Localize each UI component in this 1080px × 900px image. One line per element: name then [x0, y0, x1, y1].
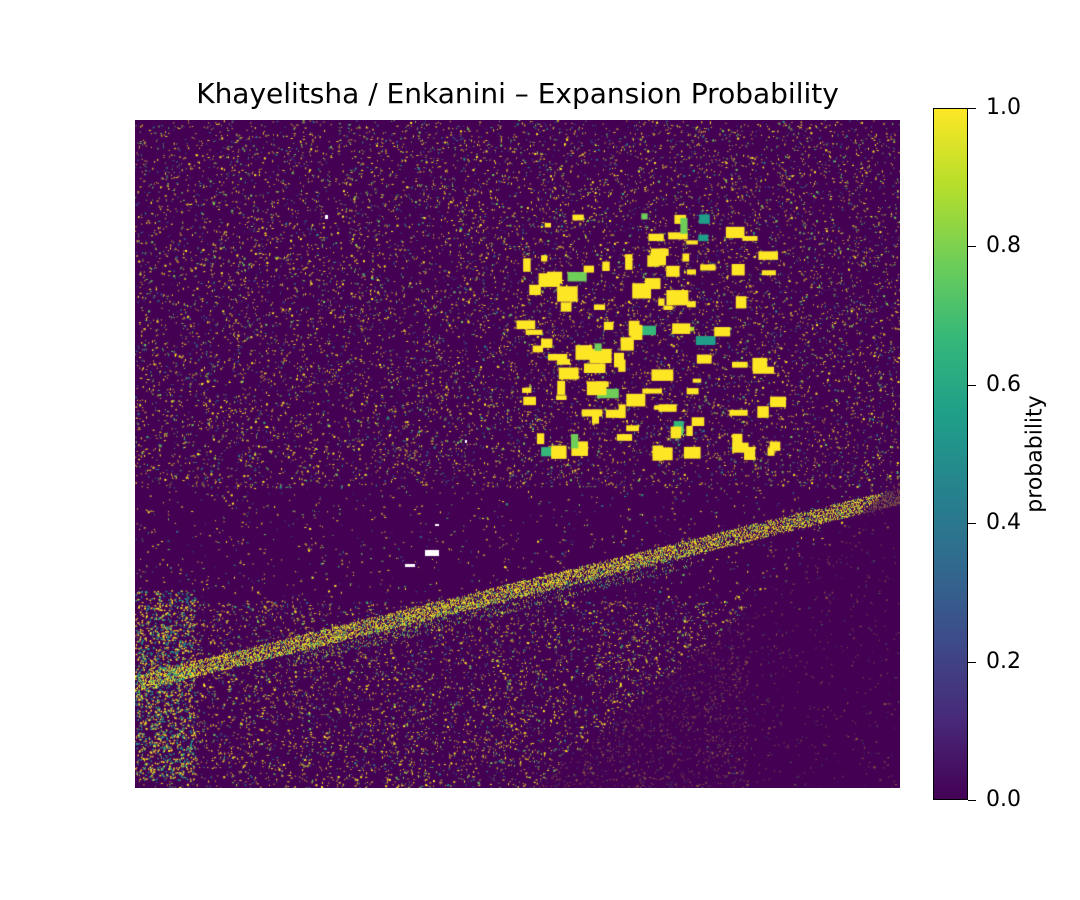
probability-raster [135, 120, 900, 788]
colorbar-tick-label: 0.4 [986, 510, 1021, 535]
colorbar-tick-label: 0.0 [986, 787, 1021, 812]
colorbar-tick [968, 800, 976, 801]
colorbar-tick [968, 246, 976, 247]
colorbar-tick [968, 662, 976, 663]
map-title: Khayelitsha / Enkanini – Expansion Proba… [196, 77, 839, 110]
colorbar-tick-label: 0.8 [986, 233, 1021, 258]
colorbar-tick-label: 1.0 [986, 95, 1021, 120]
colorbar-label: probability [1022, 395, 1048, 513]
colorbar-tick-label: 0.6 [986, 372, 1021, 397]
colorbar-tick [968, 108, 976, 109]
colorbar-tick [968, 523, 976, 524]
colorbar-tick-label: 0.2 [986, 649, 1021, 674]
colorbar-tick [968, 385, 976, 386]
colorbar [933, 108, 968, 800]
